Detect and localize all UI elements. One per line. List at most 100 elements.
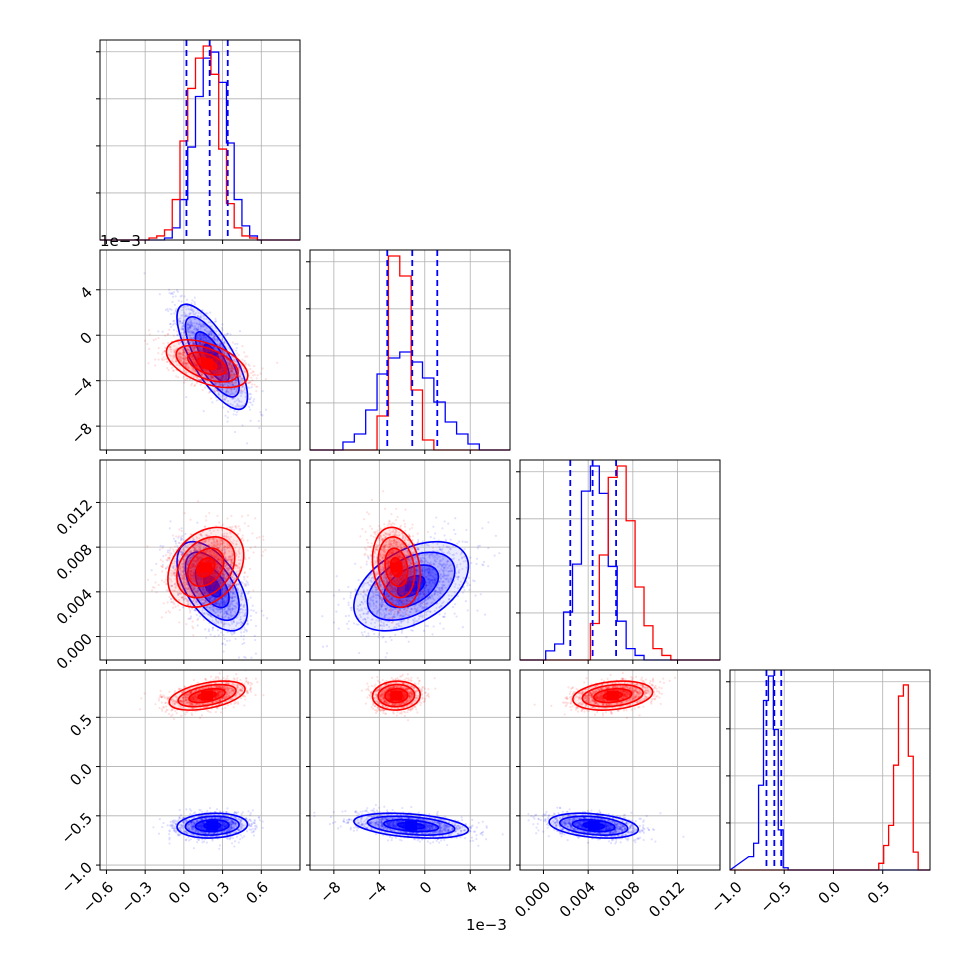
sample-point (147, 329, 151, 332)
sample-point (188, 312, 191, 315)
sample-point (188, 314, 191, 317)
sample-point (190, 325, 193, 328)
sample-point (194, 353, 198, 356)
sample-point (188, 333, 191, 337)
sample-point (234, 342, 237, 346)
sample-point (190, 337, 193, 340)
sample-point (183, 331, 186, 335)
sample-point (231, 341, 234, 344)
sample-point (207, 370, 210, 373)
sample-point (192, 311, 195, 314)
sample-point (208, 390, 212, 393)
sample-point (255, 611, 258, 614)
sample-point (188, 336, 191, 339)
sample-point (201, 325, 205, 328)
sample-point (199, 347, 202, 350)
sample-point (219, 343, 222, 346)
sample-point (196, 328, 200, 331)
sample-point (208, 330, 212, 334)
sample-point (225, 334, 228, 337)
sample-point (230, 388, 233, 392)
sample-point (261, 389, 264, 393)
sample-point (209, 338, 212, 341)
sample-point (208, 333, 211, 336)
sample-point (228, 388, 232, 391)
sample-point (181, 606, 185, 609)
sample-point (190, 355, 193, 358)
sample-point (246, 623, 249, 626)
sample-point (238, 376, 241, 379)
sample-point (219, 342, 223, 345)
sample-point (220, 388, 223, 391)
sample-point (212, 336, 215, 339)
sample-point (155, 591, 158, 594)
sample-point (199, 316, 203, 319)
sample-point (181, 324, 184, 327)
sample-point (222, 395, 226, 398)
sample-point (219, 383, 222, 386)
sample-point (162, 356, 165, 359)
sample-point (248, 386, 251, 389)
sample-point (223, 369, 226, 372)
sample-point (183, 314, 186, 317)
sample-point (190, 330, 193, 333)
sample-point (199, 316, 202, 319)
sample-point (179, 295, 182, 298)
sample-point (178, 535, 181, 538)
sample-point (183, 381, 186, 384)
sample-point (214, 382, 217, 385)
sample-point (251, 379, 254, 382)
sample-point (247, 382, 250, 385)
sample-point (202, 342, 205, 345)
sample-point (148, 347, 151, 351)
sample-point (228, 363, 231, 366)
sample-point (241, 377, 244, 380)
sample-point (202, 353, 205, 357)
sample-point (177, 376, 180, 379)
sample-point (240, 400, 243, 403)
sample-point (195, 328, 198, 331)
sample-point (196, 328, 200, 332)
sample-point (227, 390, 230, 393)
sample-point (158, 548, 161, 551)
sample-point (187, 321, 190, 324)
sample-point (248, 392, 251, 395)
sample-point (207, 340, 210, 343)
sample-point (218, 333, 221, 336)
sample-point (232, 348, 235, 351)
sample-point (211, 628, 214, 632)
sample-point (226, 384, 229, 387)
sample-point (200, 338, 203, 341)
sample-point (224, 391, 227, 394)
sample-point (210, 375, 213, 378)
sample-point (240, 391, 243, 394)
sample-point (233, 388, 236, 391)
sample-point (254, 638, 257, 642)
sample-point (262, 614, 265, 617)
sample-point (192, 336, 195, 339)
sample-point (169, 322, 172, 326)
sample-point (218, 365, 221, 368)
sample-point (250, 376, 253, 379)
sample-point (239, 382, 242, 385)
sample-point (192, 341, 195, 344)
sample-point (219, 344, 222, 348)
sample-point (241, 385, 244, 388)
sample-point (225, 397, 228, 400)
sample-point (219, 370, 222, 373)
sample-point (226, 389, 229, 392)
sample-point (240, 635, 243, 638)
sample-point (201, 344, 204, 347)
sample-point (184, 342, 187, 346)
sample-point (244, 656, 247, 659)
sample-point (225, 353, 228, 356)
sample-point (176, 333, 179, 337)
sample-point (226, 383, 229, 386)
sample-point (209, 633, 212, 636)
sample-point (216, 339, 219, 342)
sample-point (222, 366, 225, 369)
sample-point (175, 288, 179, 292)
sample-point (205, 326, 208, 330)
sample-point (243, 387, 247, 390)
sample-point (204, 628, 207, 631)
